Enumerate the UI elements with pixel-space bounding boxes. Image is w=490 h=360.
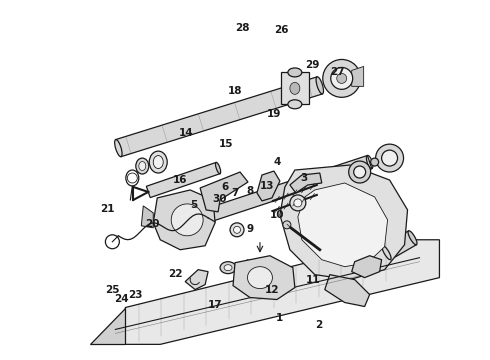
Ellipse shape (139, 162, 146, 171)
Text: 4: 4 (273, 157, 280, 167)
Ellipse shape (224, 265, 232, 271)
Text: 19: 19 (267, 109, 281, 119)
Text: 22: 22 (169, 269, 183, 279)
Polygon shape (147, 162, 220, 198)
Polygon shape (290, 173, 322, 193)
Polygon shape (298, 183, 388, 267)
Text: 12: 12 (265, 285, 279, 296)
Text: 10: 10 (270, 210, 284, 220)
Polygon shape (280, 165, 408, 280)
Polygon shape (383, 231, 416, 260)
Text: 6: 6 (222, 182, 229, 192)
Ellipse shape (331, 67, 353, 89)
Polygon shape (185, 270, 208, 289)
Text: 5: 5 (190, 200, 197, 210)
Ellipse shape (247, 267, 272, 289)
Polygon shape (257, 171, 280, 201)
Polygon shape (153, 190, 215, 250)
Text: 28: 28 (235, 23, 250, 33)
Polygon shape (233, 256, 295, 300)
Circle shape (290, 195, 306, 211)
Ellipse shape (283, 221, 291, 229)
Text: 24: 24 (115, 294, 129, 304)
Text: 11: 11 (306, 275, 320, 285)
Ellipse shape (323, 59, 361, 97)
Ellipse shape (136, 158, 149, 174)
Text: 2: 2 (315, 320, 322, 330)
Text: 15: 15 (219, 139, 234, 149)
Ellipse shape (382, 150, 397, 166)
Polygon shape (352, 67, 364, 86)
Circle shape (234, 226, 241, 233)
Ellipse shape (288, 100, 302, 109)
Text: 3: 3 (300, 173, 307, 183)
Ellipse shape (337, 73, 347, 84)
Text: 26: 26 (274, 25, 289, 35)
Ellipse shape (316, 77, 323, 94)
Ellipse shape (382, 246, 391, 260)
Text: 25: 25 (105, 285, 120, 296)
Polygon shape (186, 156, 372, 229)
Text: 21: 21 (100, 204, 115, 214)
Polygon shape (352, 256, 382, 278)
Text: 9: 9 (246, 225, 253, 234)
Ellipse shape (288, 68, 302, 77)
Ellipse shape (349, 161, 370, 183)
Text: 7: 7 (232, 188, 239, 198)
Ellipse shape (216, 162, 220, 174)
Text: 18: 18 (228, 86, 243, 96)
Ellipse shape (370, 158, 379, 166)
Polygon shape (91, 307, 125, 345)
Circle shape (230, 223, 244, 237)
Text: 16: 16 (173, 175, 188, 185)
Ellipse shape (220, 262, 236, 274)
Polygon shape (116, 77, 322, 157)
Text: 14: 14 (179, 128, 194, 138)
Text: 17: 17 (207, 300, 222, 310)
Ellipse shape (149, 151, 167, 173)
Text: 13: 13 (260, 181, 274, 192)
Ellipse shape (376, 144, 404, 172)
Ellipse shape (171, 204, 203, 236)
Polygon shape (141, 206, 153, 228)
Text: 8: 8 (246, 186, 253, 196)
Ellipse shape (408, 231, 417, 245)
Circle shape (294, 199, 302, 207)
Polygon shape (325, 275, 369, 306)
Text: 30: 30 (212, 194, 227, 204)
Polygon shape (125, 240, 440, 345)
Polygon shape (200, 172, 248, 212)
Text: 27: 27 (331, 67, 345, 77)
Ellipse shape (153, 156, 163, 168)
Ellipse shape (115, 140, 122, 157)
Text: 23: 23 (128, 290, 142, 300)
Text: 20: 20 (145, 219, 159, 229)
Text: 1: 1 (275, 313, 283, 323)
Ellipse shape (185, 215, 191, 229)
Ellipse shape (354, 166, 366, 178)
Polygon shape (281, 72, 309, 104)
Text: 29: 29 (305, 59, 319, 69)
Ellipse shape (290, 82, 300, 94)
